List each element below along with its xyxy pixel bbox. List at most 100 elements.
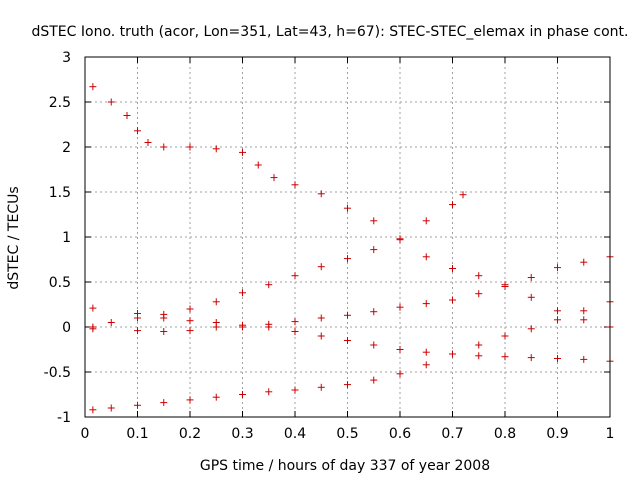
data-point [449, 265, 456, 272]
data-point [317, 314, 325, 322]
data-point [186, 143, 194, 151]
data-point [344, 255, 351, 263]
data-point [475, 352, 483, 360]
data-point [134, 310, 141, 317]
data-point [212, 393, 220, 401]
data-point [160, 143, 168, 151]
series-3 [89, 304, 614, 365]
x-tick-label: 0.4 [284, 426, 306, 442]
grid-lines [85, 57, 610, 417]
x-tick-label: 0.6 [389, 426, 411, 442]
data-point [160, 314, 168, 322]
data-point [449, 350, 456, 358]
y-tick-label: 0.5 [49, 275, 71, 291]
x-tick-label: 0.7 [441, 426, 463, 442]
data-point [134, 327, 141, 335]
data-point [370, 217, 378, 225]
y-tick-label: 2.5 [49, 95, 71, 111]
data-point [89, 304, 97, 312]
data-point [123, 112, 131, 119]
data-point [265, 320, 273, 328]
data-point [291, 328, 299, 335]
data-point [265, 281, 273, 289]
data-point [89, 406, 97, 414]
data-point [291, 181, 299, 189]
plot-frame [84, 56, 611, 418]
data-point [239, 323, 246, 331]
x-tick-label: 0.2 [179, 426, 201, 442]
data-point [527, 274, 535, 281]
data-point [89, 83, 97, 91]
data-point [580, 307, 588, 315]
data-point [107, 319, 115, 326]
data-point [422, 217, 430, 225]
data-point [396, 303, 404, 311]
x-tick-label: 0.9 [546, 426, 568, 442]
data-point [422, 300, 430, 308]
data-point [396, 346, 404, 353]
data-point [422, 253, 430, 261]
data-point [554, 355, 561, 362]
data-point [291, 272, 299, 280]
data-point [317, 190, 325, 198]
data-point [160, 399, 168, 407]
data-point [527, 354, 535, 362]
data-point [186, 317, 194, 325]
data-point [396, 235, 404, 243]
data-point [422, 361, 430, 369]
y-tick-label: 3 [62, 50, 71, 66]
data-point [254, 161, 262, 169]
data-point [501, 283, 509, 290]
data-point [89, 325, 97, 333]
series-4 [89, 253, 614, 335]
x-tick-label: 0.5 [336, 426, 358, 442]
x-axis-label: GPS time / hours of day 337 of year 2008 [200, 458, 490, 474]
data-point [212, 298, 220, 306]
y-tick-labels: -1 -0.5 0 0.5 1 1.5 2 2.5 3 [44, 50, 71, 426]
data-point [344, 381, 351, 389]
chart-title: dSTEC Iono. truth (acor, Lon=351, Lat=43… [31, 24, 628, 40]
data-point [317, 332, 325, 340]
data-point [160, 328, 168, 335]
data-point [475, 341, 483, 349]
data-point [107, 404, 115, 412]
x-tick-label: 0 [81, 426, 90, 442]
data-point [449, 296, 456, 304]
x-tick-labels: 0 0.1 0.2 0.3 0.4 0.5 0.6 0.7 0.8 0.9 1 [81, 426, 615, 442]
data-point [134, 127, 141, 135]
y-axis-label: dSTEC / TECUs [6, 186, 22, 289]
data-point [501, 353, 509, 361]
data-points [89, 83, 614, 414]
data-point [501, 332, 509, 340]
series-2 [89, 191, 467, 331]
data-point [554, 316, 561, 324]
data-point [580, 355, 588, 363]
data-point [212, 323, 220, 331]
data-point [317, 383, 325, 391]
data-point [475, 272, 483, 280]
y-tick-label: 1 [62, 230, 71, 246]
data-point [212, 145, 220, 153]
y-tick-label: 1.5 [49, 185, 71, 201]
data-point [580, 258, 588, 266]
series-5 [89, 298, 614, 414]
data-point [370, 341, 378, 349]
x-tick-label: 1 [606, 426, 615, 442]
data-point [239, 391, 246, 398]
data-point [186, 396, 194, 404]
data-point [270, 174, 278, 182]
data-point [554, 264, 561, 272]
data-point [370, 308, 378, 316]
y-tick-label: -1 [57, 410, 71, 426]
data-point [186, 305, 194, 313]
data-point [134, 401, 141, 409]
data-point [291, 318, 299, 326]
axis-ticks [84, 56, 611, 418]
data-point [396, 370, 404, 378]
y-tick-label: 0 [62, 320, 71, 336]
data-point [459, 191, 467, 199]
data-point [370, 376, 378, 384]
data-point [344, 311, 351, 319]
x-tick-label: 0.3 [231, 426, 253, 442]
